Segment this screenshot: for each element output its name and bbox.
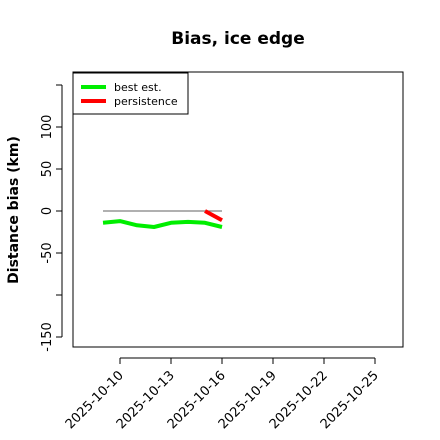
- legend-label: best est.: [114, 81, 162, 94]
- chart-title: Bias, ice edge: [171, 29, 305, 49]
- plot-frame: [72, 71, 404, 348]
- y-tick-label: -150: [40, 322, 55, 352]
- y-axis-label: Distance bias (km): [6, 136, 22, 284]
- y-tick-label: -50: [40, 242, 55, 263]
- legend: best est.persistence: [72, 72, 189, 115]
- legend-box: [72, 72, 189, 115]
- y-axis: -150 -50 0 50 100: [40, 84, 63, 352]
- legend-label: persistence: [114, 95, 178, 108]
- y-tick-label: 100: [40, 115, 55, 140]
- series-layer: [102, 209, 223, 229]
- series-line-best-est: [102, 219, 223, 229]
- series-line-persistence: [204, 209, 223, 222]
- x-axis: 2025-10-102025-10-132025-10-162025-10-19…: [63, 357, 382, 432]
- y-tick-label: 0: [40, 207, 55, 215]
- y-tick-label: 50: [40, 161, 55, 178]
